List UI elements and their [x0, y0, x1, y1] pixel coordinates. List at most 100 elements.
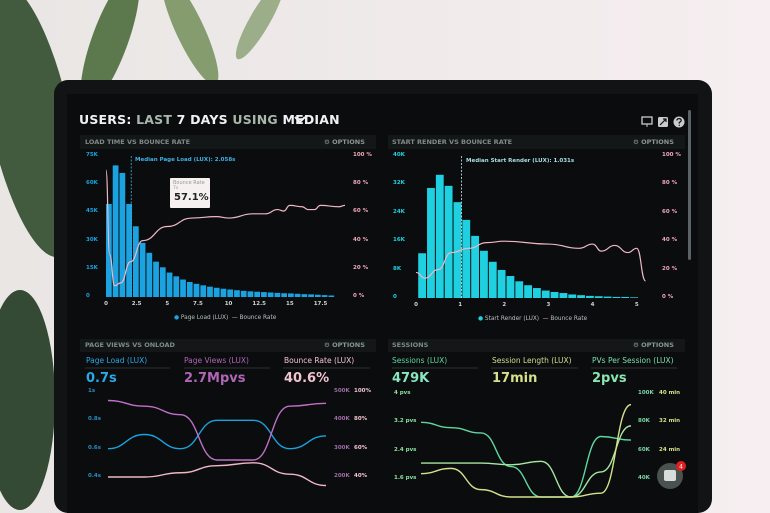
- chat-button[interactable]: 4: [657, 461, 686, 489]
- monitor-icon[interactable]: [641, 116, 653, 127]
- y-tick-label: 3.2 pvs: [394, 418, 417, 425]
- bar[interactable]: [550, 291, 559, 298]
- bar[interactable]: [240, 290, 247, 297]
- bar[interactable]: [533, 288, 541, 298]
- bar[interactable]: [621, 296, 630, 298]
- y-tick-label: 24K: [393, 208, 405, 215]
- chat-icon: [664, 470, 676, 481]
- bar[interactable]: [274, 292, 281, 297]
- x-tick-label: 1: [458, 302, 463, 308]
- bar[interactable]: [166, 272, 173, 297]
- bar[interactable]: [193, 283, 200, 297]
- bar[interactable]: [159, 267, 166, 297]
- bar[interactable]: [314, 294, 321, 297]
- bar[interactable]: [418, 253, 427, 298]
- y-tick-label: 1.6 pvs: [394, 475, 417, 481]
- bar[interactable]: [227, 289, 234, 297]
- bar[interactable]: [173, 276, 180, 297]
- y-tick-label: 60K: [86, 180, 98, 187]
- metric-label: Sessions (LUX): [392, 356, 448, 365]
- gear-icon: ⚙: [633, 341, 639, 349]
- bar[interactable]: [186, 281, 193, 297]
- page-title[interactable]: USERS: LAST 7 DAYS USING MEDIAN: [79, 112, 340, 127]
- bar[interactable]: [585, 295, 594, 298]
- share-icon[interactable]: [658, 117, 668, 127]
- notification-count: 4: [679, 464, 683, 471]
- bar[interactable]: [281, 293, 288, 297]
- x-tick-label: 10: [224, 301, 233, 307]
- bar[interactable]: [180, 279, 186, 297]
- bar[interactable]: [603, 296, 612, 298]
- y2-tick-label: 100 %: [353, 152, 372, 158]
- bar[interactable]: [577, 295, 585, 298]
- bounce-rate-line: [105, 169, 346, 287]
- bar[interactable]: [267, 292, 274, 297]
- options-button[interactable]: ⚙ OPTIONS: [324, 138, 365, 146]
- bar[interactable]: [146, 252, 153, 297]
- bar[interactable]: [321, 295, 328, 297]
- scrollbar[interactable]: [688, 110, 691, 260]
- options-label: OPTIONS: [332, 341, 365, 349]
- bar[interactable]: [112, 165, 119, 297]
- bar[interactable]: [480, 250, 488, 298]
- bar[interactable]: [435, 174, 444, 298]
- bar[interactable]: [462, 219, 471, 298]
- bar[interactable]: [541, 290, 550, 298]
- bar[interactable]: [139, 242, 146, 297]
- series-line: [421, 425, 632, 498]
- bar[interactable]: [471, 235, 480, 298]
- bar[interactable]: [506, 275, 515, 298]
- chevron-down-icon[interactable]: [294, 116, 306, 124]
- y-tick-label: 0.8s: [88, 416, 102, 423]
- bar[interactable]: [200, 285, 207, 297]
- legend-dot-icon: ●: [478, 316, 484, 322]
- bar[interactable]: [207, 286, 213, 297]
- x-tick-label: 17.5: [313, 301, 328, 307]
- bar[interactable]: [559, 293, 568, 298]
- bar[interactable]: [288, 293, 294, 297]
- bar[interactable]: [328, 295, 335, 297]
- bar[interactable]: [594, 296, 603, 298]
- bar[interactable]: [453, 202, 462, 298]
- help-icon[interactable]: [673, 116, 685, 128]
- bar[interactable]: [294, 293, 301, 297]
- bar[interactable]: [488, 261, 497, 298]
- bar[interactable]: [630, 297, 638, 298]
- bar[interactable]: [220, 288, 227, 297]
- y-tick-label: 0.4s: [88, 473, 102, 479]
- bar[interactable]: [444, 185, 453, 298]
- bar[interactable]: [234, 290, 240, 297]
- metric-value: 40.6%: [284, 371, 330, 386]
- y2-tick-label: 400K: [334, 416, 350, 423]
- y-tick-label: 0.6s: [88, 444, 102, 451]
- bar[interactable]: [213, 287, 220, 297]
- options-button[interactable]: ⚙ OPTIONS: [324, 341, 365, 349]
- options-button[interactable]: ⚙ OPTIONS: [633, 138, 674, 146]
- y-tick-label: 30K: [86, 236, 98, 243]
- bar[interactable]: [126, 203, 132, 297]
- bar[interactable]: [301, 294, 308, 297]
- x-tick-label: 15: [286, 301, 294, 307]
- y2-tick-label: 40 %: [662, 237, 678, 244]
- metric-label: Page Load (LUX): [86, 356, 148, 365]
- page-views-chart: [107, 399, 327, 487]
- y-tick-label: 16K: [393, 237, 405, 244]
- bar[interactable]: [497, 269, 506, 298]
- options-button[interactable]: ⚙ OPTIONS: [633, 341, 674, 349]
- bar[interactable]: [308, 294, 314, 297]
- bar[interactable]: [247, 291, 254, 297]
- bar[interactable]: [524, 285, 532, 298]
- bar[interactable]: [119, 172, 126, 297]
- metric-value: 2.7Mpvs: [184, 371, 246, 386]
- bar[interactable]: [612, 296, 621, 298]
- bar[interactable]: [254, 291, 261, 297]
- panel-header-band: [80, 339, 376, 352]
- bar[interactable]: [427, 187, 435, 298]
- bar[interactable]: [568, 294, 577, 298]
- bar[interactable]: [132, 226, 139, 297]
- y3-tick-label: 60%: [354, 444, 368, 451]
- bar[interactable]: [153, 261, 159, 297]
- bar[interactable]: [261, 292, 267, 297]
- bar[interactable]: [515, 281, 524, 298]
